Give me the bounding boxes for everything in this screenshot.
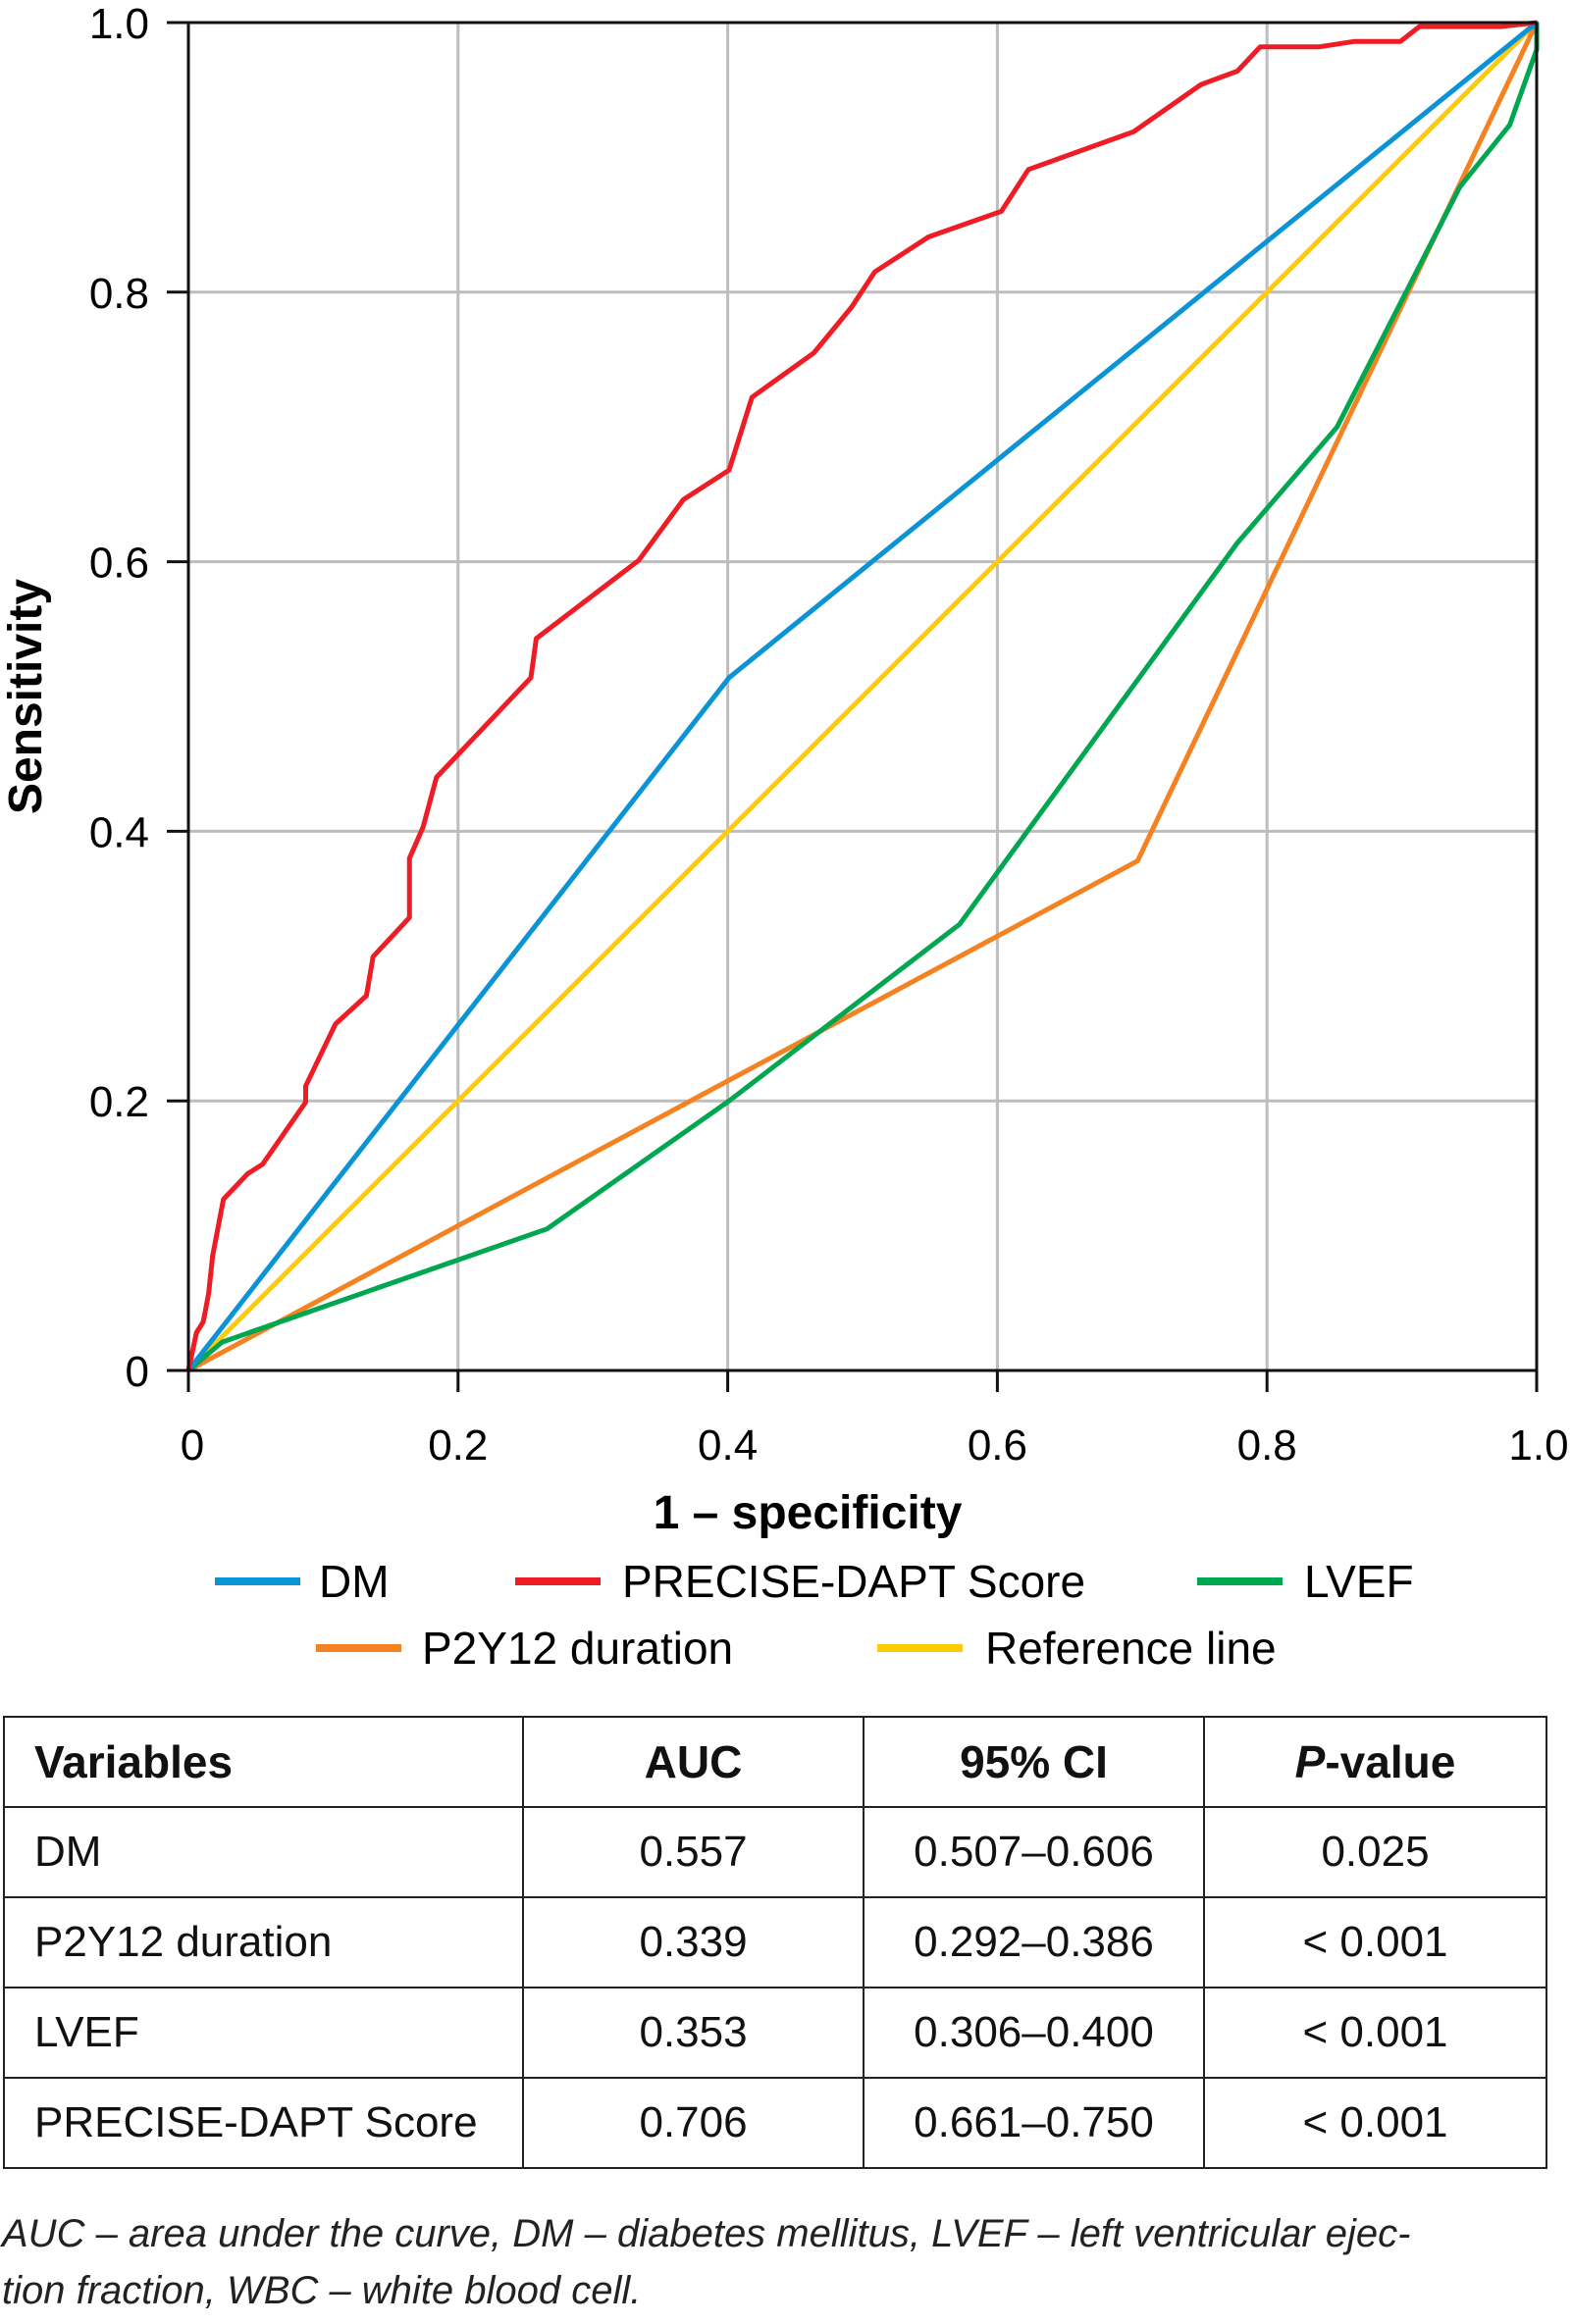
table-header-row: Variables AUC 95% CI P-value [3,1716,1547,1808]
x-tick-label: 0.8 [1237,1421,1297,1470]
cell-p-value: < 0.001 [1203,2077,1547,2169]
cell-p-value: < 0.001 [1203,1987,1547,2079]
cell-auc: 0.706 [522,2077,865,2169]
roc-chart: 00 0.2 0.2 0.4 0.4 0.6 0.6 0.8 0.8 1.0 1.0 DM PRECI… [0,0,1569,1674]
series-line-reference-line [186,21,1539,1372]
cell-ci: 0.507–0.606 [863,1806,1205,1898]
header-auc: AUC [522,1716,865,1808]
auc-table: Variables AUC 95% CI P-value DM 0.557 0.50… [3,1716,1547,2169]
cell-ci: 0.292–0.386 [863,1896,1205,1988]
series-line-dm [186,21,1539,1372]
p-italic: P [1294,1736,1326,1787]
y-tick-label: 1.0 [89,0,149,48]
y-tick-label: 0 [126,1348,149,1396]
cell-ci: 0.306–0.400 [863,1987,1205,2079]
legend-label: PRECISE-DAPT Score [622,1556,1085,1607]
table-row: DM 0.557 0.507–0.606 0.025 [3,1806,1547,1898]
header-p-value: P-value [1203,1716,1547,1808]
legend-label: Reference line [985,1623,1277,1674]
cell-p-value: < 0.001 [1203,1896,1547,1988]
cell-variable: LVEF [3,1987,524,2079]
legend-label: P2Y12 duration [422,1623,733,1674]
header-ci: 95% CI [863,1716,1205,1808]
series-line-precise-dapt-score [185,20,1538,1371]
x-tick-label: 1.0 [1508,1421,1568,1470]
cell-p-value: 0.025 [1203,1806,1547,1898]
series-line-lvef [186,23,1540,1372]
cell-variable: PRECISE-DAPT Score [3,2077,524,2169]
legend-label: LVEF [1304,1556,1414,1607]
legend-label: DM [319,1556,390,1607]
x-tick-label: 0.4 [698,1421,758,1470]
footnote-line-1: AUC – area under the curve, DM – diabete… [2,2212,1411,2255]
table-row: PRECISE-DAPT Score 0.706 0.661–0.750 < 0.00… [3,2077,1547,2169]
cell-variable: DM [3,1806,524,1898]
y-tick-label: 0.2 [89,1078,149,1126]
p-suffix: -value [1325,1736,1456,1787]
y-tick-label: 0.6 [89,540,149,588]
x-tick-label: 0.6 [968,1421,1027,1470]
cell-ci: 0.661–0.750 [863,2077,1205,2169]
table-row: P2Y12 duration 0.339 0.292–0.386 < 0.001 [3,1896,1547,1988]
cell-variable: P2Y12 duration [3,1896,524,1988]
cell-auc: 0.339 [522,1896,865,1988]
footnote-line-2: tion fraction, WBC – white blood cell. [2,2269,642,2312]
table-row: LVEF 0.353 0.306–0.400 < 0.001 [3,1987,1547,2079]
x-tick-label: 0 [181,1421,204,1470]
header-variables: Variables [3,1716,524,1808]
cell-auc: 0.557 [522,1806,865,1898]
y-tick-label: 0.8 [89,270,149,318]
x-tick-label: 0.2 [428,1421,488,1470]
y-axis-label: Sensitivity [0,579,52,814]
y-tick-label: 0.4 [89,808,149,856]
plot-frame [186,21,1539,1372]
x-axis-label: 1 – specificity [654,1487,963,1539]
cell-auc: 0.353 [522,1987,865,2079]
